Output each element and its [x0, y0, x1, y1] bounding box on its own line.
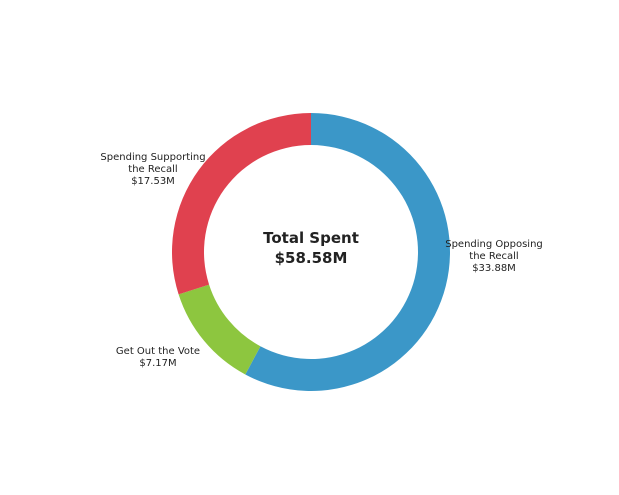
slice-label-spending-opposing-the-recall: Spending Opposing the Recall $33.88M — [445, 239, 543, 274]
center-title: Total Spent — [263, 229, 359, 247]
center-total-value: $58.58M — [275, 249, 348, 267]
slice-get-out-the-vote — [178, 284, 261, 375]
slice-label-line: $7.17M — [139, 358, 176, 369]
slice-spending-supporting-the-recall — [171, 113, 311, 295]
slice-spending-opposing-the-recall — [245, 113, 450, 391]
slice-label-line: the Recall — [469, 251, 518, 262]
slice-label-line: $17.53M — [131, 176, 175, 187]
slice-label-line: $33.88M — [472, 263, 516, 274]
slice-label-line: the Recall — [128, 164, 177, 175]
slice-label-spending-supporting-the-recall: Spending Supporting the Recall $17.53M — [100, 152, 205, 187]
slice-label-get-out-the-vote: Get Out the Vote $7.17M — [116, 346, 200, 369]
slice-label-line: Get Out the Vote — [116, 346, 200, 357]
slice-label-line: Spending Supporting — [100, 152, 205, 163]
donut-slices — [171, 113, 450, 391]
slice-label-line: Spending Opposing — [445, 239, 543, 250]
